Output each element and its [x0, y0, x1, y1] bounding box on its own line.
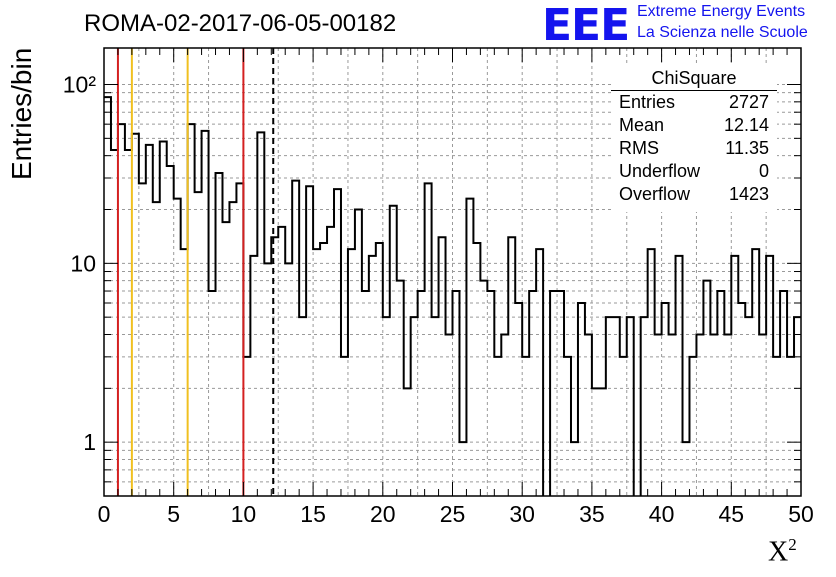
- logo-line-1: Extreme Energy Events: [637, 3, 806, 20]
- stats-label: Overflow: [619, 184, 691, 204]
- y-axis-label: Entries/bin: [6, 47, 37, 180]
- stats-value: 0: [758, 161, 769, 181]
- x-axis-label-sup: 2: [788, 535, 797, 554]
- x-axis-label-base: X: [768, 536, 789, 568]
- stats-value: 12.14: [723, 115, 769, 135]
- x-tick-label: 5: [167, 501, 180, 527]
- y-tick-label: 10: [70, 250, 96, 276]
- x-tick-label: 30: [509, 501, 535, 527]
- stats-box: ChiSquare Entries 2727 Mean 12.14 RMS 11.35…: [611, 66, 777, 212]
- chart-title: ROMA-02-2017-06-05-00182: [84, 10, 397, 37]
- stats-title-rule: [611, 90, 777, 91]
- x-tick-label: 50: [788, 501, 814, 527]
- eee-logo: EEE: [542, 0, 630, 51]
- x-tick-label: 40: [649, 501, 675, 527]
- y-tick-label: 1: [83, 429, 96, 455]
- stats-value: 11.35: [725, 138, 769, 158]
- x-tick-label: 0: [98, 501, 111, 527]
- x-tick-label: 45: [719, 501, 745, 527]
- x-tick-label: 25: [440, 501, 466, 527]
- stats-label: Entries: [619, 92, 676, 112]
- histogram-series: [104, 96, 801, 496]
- stats-value: 1423: [728, 184, 769, 204]
- x-tick-label: 20: [370, 501, 396, 527]
- stats-label: Mean: [619, 115, 665, 135]
- y-tick-label: 10²: [63, 72, 97, 98]
- x-tick-label: 35: [579, 501, 605, 527]
- x-axis-label: X2: [768, 535, 797, 568]
- stats-title: ChiSquare: [651, 68, 737, 88]
- stats-label: RMS: [619, 138, 659, 158]
- x-tick-label: 10: [231, 501, 257, 527]
- x-tick-label: 15: [300, 501, 326, 527]
- stats-value: 2727: [728, 92, 769, 112]
- stats-label: Underflow: [619, 161, 701, 181]
- logo-line-2: La Scienza nelle Scuole: [637, 24, 808, 41]
